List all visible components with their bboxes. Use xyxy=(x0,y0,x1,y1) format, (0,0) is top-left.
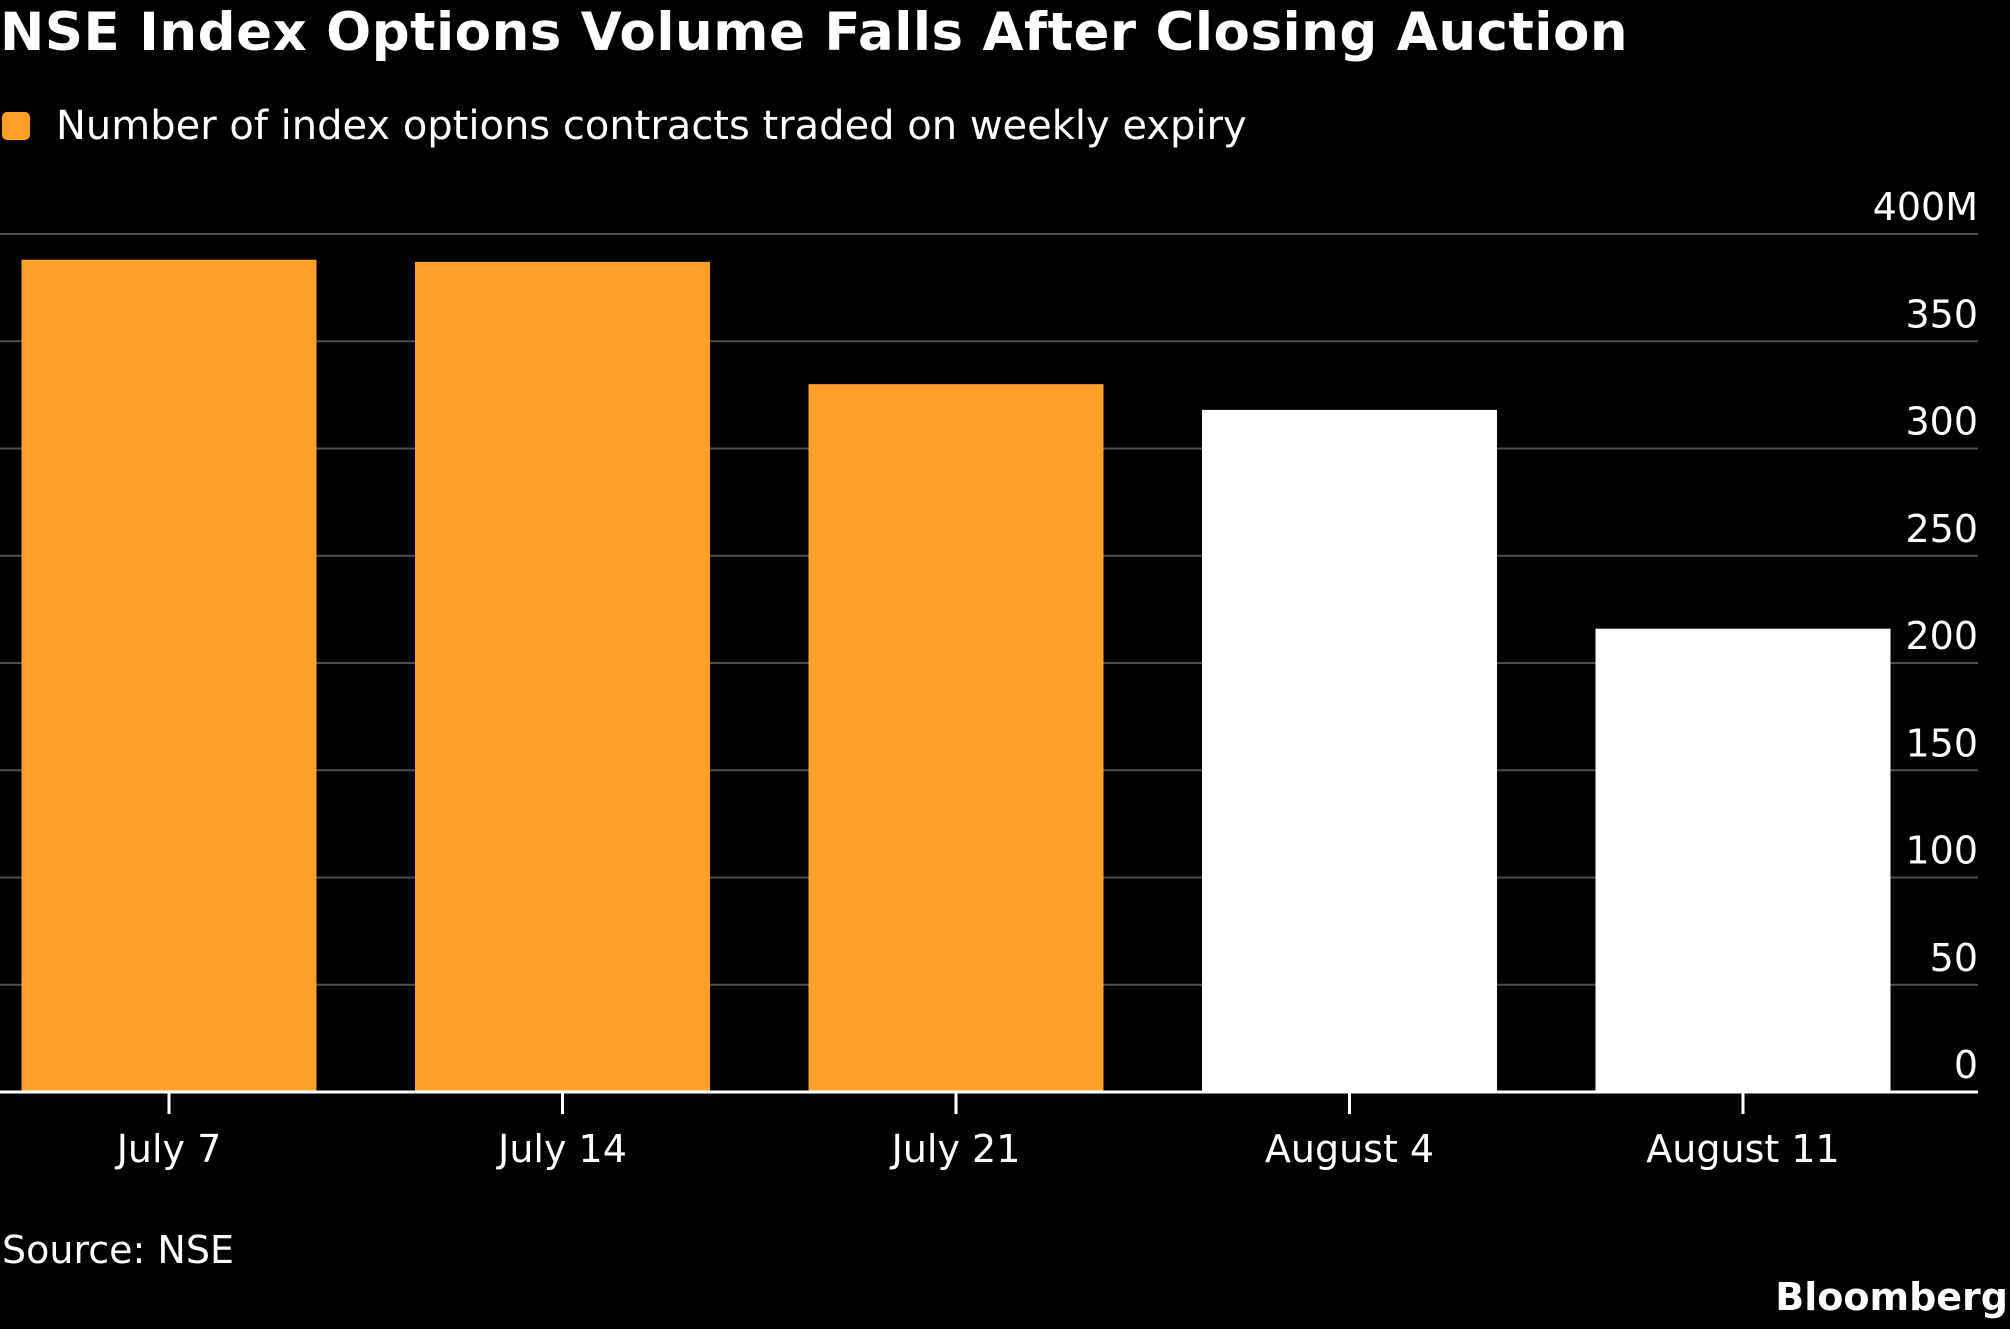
x-tick-label: July 14 xyxy=(496,1127,627,1171)
x-axis-labels: July 7 July 14 July 21 August 4 August 11 xyxy=(115,1127,1840,1171)
y-tick-label: 300 xyxy=(1905,400,1978,444)
source-note: Source: NSE xyxy=(2,1228,234,1272)
y-axis-labels: 0 50 100 150 200 250 300 350 400M xyxy=(1873,185,1978,1087)
y-tick-label: 150 xyxy=(1905,721,1978,765)
x-tick-label: July 21 xyxy=(890,1127,1021,1171)
x-tick-label: August 4 xyxy=(1265,1127,1434,1171)
legend-label: Number of index options contracts traded… xyxy=(56,103,1247,149)
y-tick-label: 0 xyxy=(1954,1043,1978,1087)
y-tick-label: 50 xyxy=(1930,936,1978,980)
chart-legend: Number of index options contracts traded… xyxy=(2,102,1247,150)
y-tick-label: 200 xyxy=(1905,614,1978,658)
x-axis xyxy=(0,1090,1978,1114)
chart-title: NSE Index Options Volume Falls After Clo… xyxy=(0,2,1629,63)
bar xyxy=(415,261,710,1092)
x-tick-label: August 11 xyxy=(1646,1127,1839,1171)
y-tick-label: 250 xyxy=(1905,507,1978,551)
bar xyxy=(21,259,317,1092)
bar xyxy=(1595,628,1891,1092)
bar xyxy=(808,384,1104,1092)
y-tick-label: 400M xyxy=(1873,185,1978,229)
bar xyxy=(1202,409,1497,1092)
x-tick-label: July 7 xyxy=(115,1127,222,1171)
y-tick-label: 100 xyxy=(1905,829,1978,873)
y-tick-label: 350 xyxy=(1905,292,1978,336)
legend-swatch xyxy=(2,112,30,140)
brand-logo: Bloomberg xyxy=(1775,1275,2008,1319)
bars xyxy=(21,259,1891,1092)
